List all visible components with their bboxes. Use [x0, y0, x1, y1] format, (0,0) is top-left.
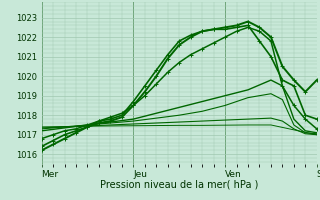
X-axis label: Pression niveau de la mer( hPa ): Pression niveau de la mer( hPa )	[100, 180, 258, 190]
